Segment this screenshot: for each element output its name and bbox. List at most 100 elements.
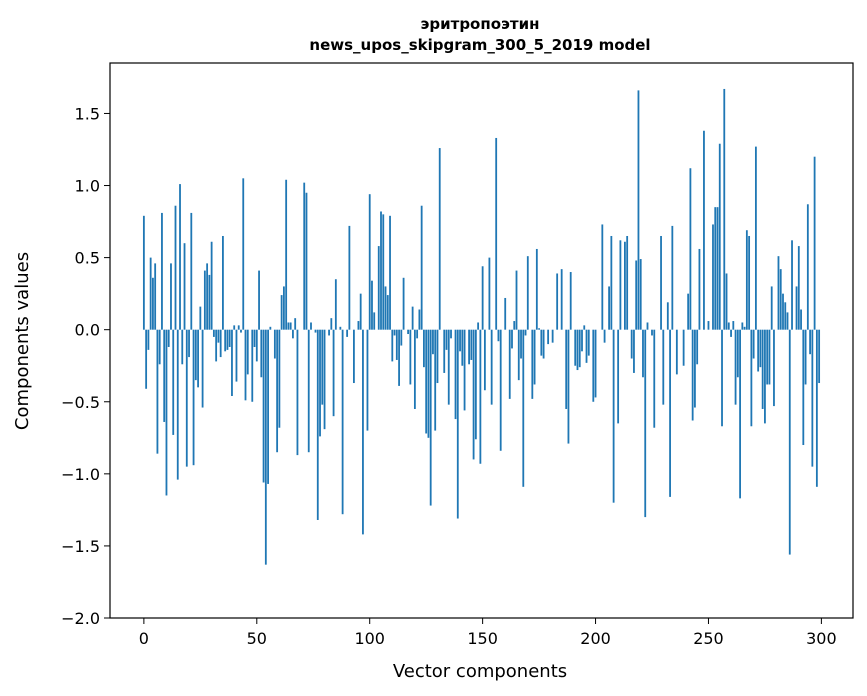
bar	[152, 277, 154, 330]
bar	[707, 321, 710, 330]
bar	[373, 312, 376, 330]
bar	[633, 329, 635, 373]
bar	[416, 329, 419, 339]
bar	[468, 329, 470, 365]
bar	[240, 329, 242, 333]
y-axis-ticks: −2.0 −1.5 −1.0 −0.5 0.0 0.5 1.0 1.5	[61, 104, 110, 628]
x-tick-label: 300	[806, 629, 837, 648]
bar	[526, 256, 529, 330]
bar	[181, 329, 184, 365]
bar	[547, 329, 550, 345]
bar	[398, 329, 400, 386]
bar	[382, 214, 385, 330]
bar	[231, 329, 233, 396]
bar	[192, 329, 195, 466]
bar	[203, 270, 206, 330]
bar	[330, 318, 333, 330]
bar	[754, 146, 757, 330]
bar	[703, 130, 705, 330]
bar	[163, 329, 166, 422]
bar	[188, 329, 190, 358]
bar	[630, 329, 633, 359]
bar	[255, 329, 258, 362]
y-tick-label: −0.5	[61, 393, 100, 412]
bar	[581, 329, 583, 352]
bar	[454, 329, 457, 420]
bar	[316, 329, 319, 520]
bar	[689, 168, 692, 330]
bar	[583, 325, 586, 330]
bar	[567, 329, 570, 444]
bar	[745, 230, 748, 330]
bar	[612, 329, 615, 503]
bar	[660, 235, 662, 330]
bar	[639, 259, 642, 330]
bar	[201, 329, 204, 408]
bar	[481, 266, 484, 330]
bar	[542, 329, 545, 359]
bar	[310, 322, 312, 330]
bar	[624, 241, 626, 330]
bar	[174, 205, 177, 330]
bar	[714, 207, 717, 330]
bar	[377, 246, 380, 330]
bar	[540, 329, 543, 356]
bar	[393, 329, 396, 336]
bar	[682, 329, 685, 366]
y-tick-label: −1.5	[61, 537, 100, 556]
bar	[610, 235, 613, 330]
bar-series	[142, 88, 821, 565]
bar	[619, 240, 622, 330]
bar	[721, 329, 723, 427]
bar	[420, 205, 423, 330]
bar	[696, 329, 699, 365]
bar	[773, 329, 775, 407]
bar	[750, 329, 753, 427]
bar	[483, 329, 486, 391]
bar	[185, 329, 188, 467]
x-tick-label: 200	[580, 629, 611, 648]
bar	[764, 329, 766, 424]
bar	[795, 286, 798, 330]
bar	[176, 329, 179, 480]
bar	[770, 286, 773, 330]
bar	[267, 329, 269, 484]
bar	[418, 309, 421, 330]
bar	[237, 325, 240, 330]
bar	[603, 329, 606, 343]
bar	[531, 329, 534, 399]
bar	[445, 329, 448, 350]
bar	[811, 329, 814, 467]
bar	[400, 329, 403, 346]
bar	[666, 302, 669, 330]
bar	[206, 263, 209, 330]
bar	[305, 192, 308, 330]
bar	[386, 295, 389, 330]
y-tick-label: −1.0	[61, 465, 100, 484]
bar	[219, 329, 222, 358]
bar	[752, 329, 755, 359]
bar	[800, 309, 802, 330]
bar	[556, 273, 559, 330]
bar	[533, 329, 536, 385]
bar	[617, 329, 620, 424]
y-tick-label: 1.5	[75, 104, 100, 123]
bar	[727, 322, 730, 330]
bar	[246, 329, 249, 375]
bar	[748, 235, 751, 330]
bar	[651, 329, 653, 336]
bar	[653, 329, 656, 428]
bar	[280, 295, 283, 330]
bar	[147, 329, 150, 350]
bar	[260, 329, 263, 378]
bar	[608, 286, 610, 330]
bar	[251, 329, 254, 402]
x-tick-label: 0	[139, 629, 149, 648]
bar	[407, 329, 410, 335]
bar	[341, 329, 344, 515]
bar	[371, 280, 373, 330]
bar	[535, 248, 538, 330]
bar	[725, 273, 728, 330]
bar	[262, 329, 265, 483]
bar	[741, 322, 744, 330]
